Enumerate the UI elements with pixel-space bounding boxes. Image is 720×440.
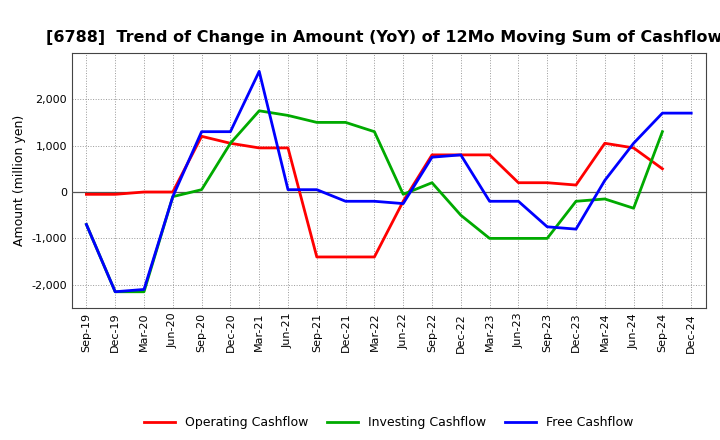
Investing Cashflow [341, 120, 350, 125]
Line: Operating Cashflow: Operating Cashflow [86, 136, 662, 257]
Operating Cashflow [629, 145, 638, 150]
Operating Cashflow [255, 145, 264, 150]
Investing Cashflow [658, 129, 667, 134]
Operating Cashflow [168, 189, 177, 194]
Free Cashflow [543, 224, 552, 229]
Title: [6788]  Trend of Change in Amount (YoY) of 12Mo Moving Sum of Cashflows: [6788] Trend of Change in Amount (YoY) o… [46, 29, 720, 45]
Free Cashflow [514, 198, 523, 204]
Investing Cashflow [284, 113, 292, 118]
Free Cashflow [82, 222, 91, 227]
Operating Cashflow [658, 166, 667, 172]
Operating Cashflow [514, 180, 523, 185]
Operating Cashflow [572, 183, 580, 188]
Free Cashflow [168, 194, 177, 199]
Operating Cashflow [140, 189, 148, 194]
Operating Cashflow [197, 134, 206, 139]
Free Cashflow [226, 129, 235, 134]
Free Cashflow [140, 287, 148, 292]
Operating Cashflow [543, 180, 552, 185]
Line: Investing Cashflow: Investing Cashflow [86, 111, 662, 292]
Investing Cashflow [111, 289, 120, 294]
Operating Cashflow [284, 145, 292, 150]
Operating Cashflow [82, 192, 91, 197]
Free Cashflow [341, 198, 350, 204]
Free Cashflow [687, 110, 696, 116]
Investing Cashflow [312, 120, 321, 125]
Operating Cashflow [370, 254, 379, 260]
Investing Cashflow [140, 289, 148, 294]
Investing Cashflow [485, 236, 494, 241]
Operating Cashflow [341, 254, 350, 260]
Free Cashflow [629, 141, 638, 146]
Investing Cashflow [226, 141, 235, 146]
Free Cashflow [485, 198, 494, 204]
Operating Cashflow [111, 192, 120, 197]
Investing Cashflow [197, 187, 206, 192]
Free Cashflow [399, 201, 408, 206]
Investing Cashflow [600, 196, 609, 202]
Investing Cashflow [514, 236, 523, 241]
Operating Cashflow [399, 198, 408, 204]
Operating Cashflow [312, 254, 321, 260]
Free Cashflow [370, 198, 379, 204]
Free Cashflow [572, 227, 580, 232]
Investing Cashflow [168, 194, 177, 199]
Free Cashflow [111, 289, 120, 294]
Free Cashflow [284, 187, 292, 192]
Investing Cashflow [428, 180, 436, 185]
Free Cashflow [456, 152, 465, 158]
Free Cashflow [197, 129, 206, 134]
Investing Cashflow [255, 108, 264, 114]
Legend: Operating Cashflow, Investing Cashflow, Free Cashflow: Operating Cashflow, Investing Cashflow, … [139, 411, 639, 434]
Investing Cashflow [399, 192, 408, 197]
Free Cashflow [600, 178, 609, 183]
Operating Cashflow [456, 152, 465, 158]
Free Cashflow [255, 69, 264, 74]
Operating Cashflow [428, 152, 436, 158]
Free Cashflow [312, 187, 321, 192]
Y-axis label: Amount (million yen): Amount (million yen) [13, 115, 26, 246]
Operating Cashflow [485, 152, 494, 158]
Investing Cashflow [629, 205, 638, 211]
Operating Cashflow [600, 141, 609, 146]
Investing Cashflow [572, 198, 580, 204]
Investing Cashflow [456, 213, 465, 218]
Investing Cashflow [82, 222, 91, 227]
Free Cashflow [658, 110, 667, 116]
Operating Cashflow [226, 141, 235, 146]
Line: Free Cashflow: Free Cashflow [86, 71, 691, 292]
Investing Cashflow [370, 129, 379, 134]
Investing Cashflow [543, 236, 552, 241]
Free Cashflow [428, 154, 436, 160]
